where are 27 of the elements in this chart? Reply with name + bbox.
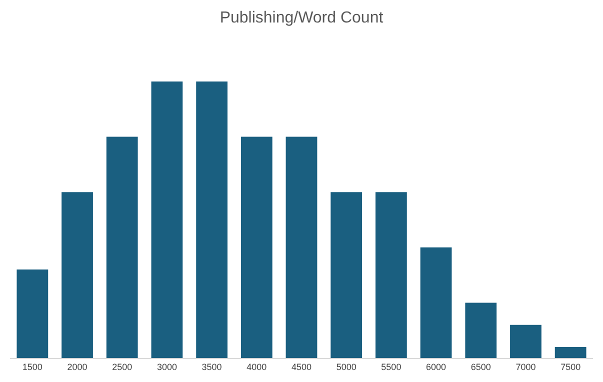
chart-title: Publishing/Word Count: [220, 10, 384, 27]
bar: [16, 270, 48, 358]
bar: [510, 324, 542, 358]
x-tick-label: 2500: [112, 362, 132, 372]
bar: [240, 136, 272, 358]
x-tick-label: 1500: [22, 362, 42, 372]
x-tick-label: 6000: [426, 362, 446, 372]
bar: [554, 346, 586, 358]
bar: [376, 192, 407, 358]
bar: [106, 136, 138, 358]
x-tick-label: 2000: [67, 362, 88, 372]
x-tick-label: 5000: [336, 362, 356, 372]
x-tick-label: 7500: [560, 362, 581, 372]
x-tick-label: 5500: [381, 362, 402, 372]
x-tick-label: 7000: [516, 362, 536, 372]
x-tick-label: 3500: [202, 362, 222, 372]
x-tick-label: 6500: [470, 362, 491, 372]
x-tick-label: 3000: [156, 362, 177, 372]
x-tick-label: 4500: [291, 362, 312, 372]
x-tick-label: 4000: [246, 362, 267, 372]
bar: [62, 192, 93, 358]
bar: [196, 81, 228, 358]
bar: [465, 302, 497, 358]
bar: [330, 192, 362, 358]
bar: [420, 247, 452, 358]
bar: [151, 81, 183, 358]
bar: [286, 136, 318, 358]
